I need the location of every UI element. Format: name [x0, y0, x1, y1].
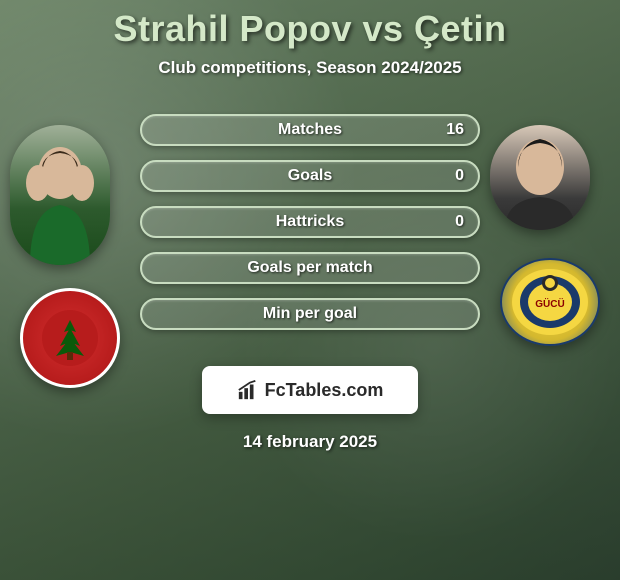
player-photo-left — [10, 125, 110, 265]
branding-badge: FcTables.com — [202, 366, 418, 414]
chart-icon — [237, 379, 259, 401]
stat-label: Goals per match — [247, 259, 372, 277]
stat-row-matches: Matches 16 — [140, 114, 480, 146]
team-logo-left — [20, 288, 120, 388]
stat-label: Goals — [288, 167, 332, 185]
svg-text:GÜCÜ: GÜCÜ — [535, 297, 564, 310]
date-label: 14 february 2025 — [243, 432, 377, 452]
stat-row-goals: Goals 0 — [140, 160, 480, 192]
page-title: Strahil Popov vs Çetin — [113, 8, 506, 50]
comparison-card: Strahil Popov vs Çetin Club competitions… — [0, 0, 620, 580]
subtitle: Club competitions, Season 2024/2025 — [158, 58, 461, 78]
stat-label: Matches — [278, 121, 342, 139]
player-photo-right — [490, 125, 590, 230]
stat-row-goals-per-match: Goals per match — [140, 252, 480, 284]
team-logo-right: GÜCÜ — [500, 258, 600, 346]
stat-label: Min per goal — [263, 305, 357, 323]
stats-list: Matches 16 Goals 0 Hattricks 0 Goals per… — [140, 114, 480, 330]
stat-row-hattricks: Hattricks 0 — [140, 206, 480, 238]
branding-text: FcTables.com — [265, 380, 384, 401]
stat-row-min-per-goal: Min per goal — [140, 298, 480, 330]
stat-right-value: 0 — [455, 167, 464, 185]
stat-label: Hattricks — [276, 213, 344, 231]
stat-right-value: 0 — [455, 213, 464, 231]
stat-right-value: 16 — [446, 121, 464, 139]
